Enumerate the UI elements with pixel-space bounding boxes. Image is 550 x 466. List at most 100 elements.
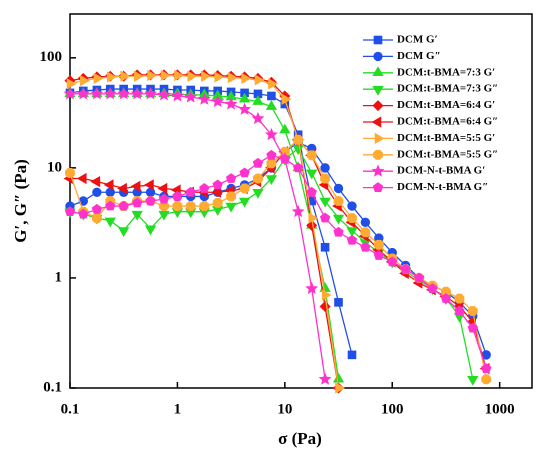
marker	[144, 179, 154, 191]
marker	[211, 94, 225, 108]
marker	[241, 72, 252, 85]
marker	[65, 167, 75, 178]
marker	[226, 191, 237, 202]
marker	[117, 87, 131, 100]
marker	[467, 376, 479, 386]
marker	[319, 197, 331, 208]
y-axis-label: G′, G″ (Pa)	[11, 159, 30, 243]
marker	[373, 51, 383, 62]
x-tick-label: 0.1	[61, 401, 80, 417]
marker	[252, 189, 264, 199]
legend-label: DCM G″	[397, 50, 441, 62]
marker	[185, 201, 196, 211]
marker	[158, 193, 170, 204]
marker	[187, 70, 198, 82]
legend-label: DCM:t-BMA=7:3 G′	[397, 66, 495, 78]
marker	[333, 196, 344, 206]
marker	[372, 66, 384, 77]
marker	[306, 186, 317, 197]
marker	[454, 293, 465, 304]
marker	[93, 72, 104, 85]
marker	[159, 201, 169, 211]
series-line	[69, 74, 340, 389]
marker	[252, 95, 264, 105]
marker	[320, 173, 331, 184]
marker	[440, 293, 452, 303]
legend-label: DCM:t-BMA=5:5 G′	[397, 132, 495, 144]
marker	[118, 227, 130, 237]
marker	[427, 283, 438, 293]
marker	[225, 173, 237, 183]
marker	[107, 71, 117, 83]
legend-label: DCM G′	[397, 34, 438, 46]
legend-label: DCM:t-BMA=6:4 G′	[397, 99, 495, 111]
marker	[332, 372, 345, 383]
marker	[264, 127, 278, 141]
marker	[279, 153, 290, 164]
marker	[292, 162, 304, 173]
legend-label: DCM:t-BMA=6:4 G″	[397, 116, 498, 128]
marker	[76, 87, 90, 100]
marker	[172, 191, 183, 201]
marker	[467, 322, 478, 333]
marker	[254, 74, 265, 86]
marker	[170, 89, 184, 102]
marker	[360, 217, 371, 228]
marker	[291, 204, 305, 218]
x-tick-label: 1	[174, 401, 182, 417]
marker	[120, 70, 131, 82]
marker	[238, 197, 251, 208]
marker	[64, 206, 76, 217]
marker	[144, 87, 157, 100]
series-line	[69, 74, 340, 389]
marker	[117, 182, 127, 195]
legend-label: DCM:t-BMA=7:3 G″	[397, 83, 498, 95]
marker	[305, 281, 319, 295]
marker	[266, 158, 277, 169]
marker	[105, 200, 116, 211]
marker	[334, 298, 343, 307]
marker	[306, 150, 317, 161]
marker	[373, 239, 384, 250]
marker	[201, 70, 211, 82]
y-tick-label: 10	[47, 159, 62, 175]
marker	[133, 70, 144, 82]
marker	[481, 363, 492, 373]
marker	[308, 212, 319, 224]
marker	[454, 305, 465, 316]
marker	[212, 198, 223, 208]
marker	[174, 69, 184, 82]
marker	[372, 182, 384, 192]
marker	[373, 35, 383, 45]
marker	[265, 175, 278, 186]
marker	[145, 195, 156, 206]
marker	[320, 242, 330, 252]
marker	[319, 301, 331, 313]
marker	[157, 182, 168, 195]
marker	[130, 180, 141, 192]
marker	[212, 179, 223, 190]
marker	[184, 90, 198, 103]
legend-label: DCM:t-BMA=5:5 G″	[397, 148, 498, 160]
marker	[266, 149, 277, 160]
marker	[265, 100, 278, 110]
marker	[132, 197, 143, 208]
marker	[90, 175, 101, 188]
marker	[320, 163, 330, 173]
marker	[92, 187, 102, 197]
marker	[251, 111, 265, 125]
marker	[293, 134, 304, 145]
marker	[387, 256, 398, 267]
marker	[281, 93, 292, 105]
marker	[238, 102, 252, 115]
marker	[374, 132, 385, 145]
marker	[80, 75, 90, 87]
marker	[481, 374, 492, 385]
marker	[360, 227, 371, 238]
marker	[104, 217, 116, 228]
marker	[253, 173, 263, 184]
series-line	[69, 88, 353, 356]
marker	[332, 214, 345, 225]
marker	[318, 372, 332, 385]
x-tick-label: 100	[381, 401, 404, 417]
